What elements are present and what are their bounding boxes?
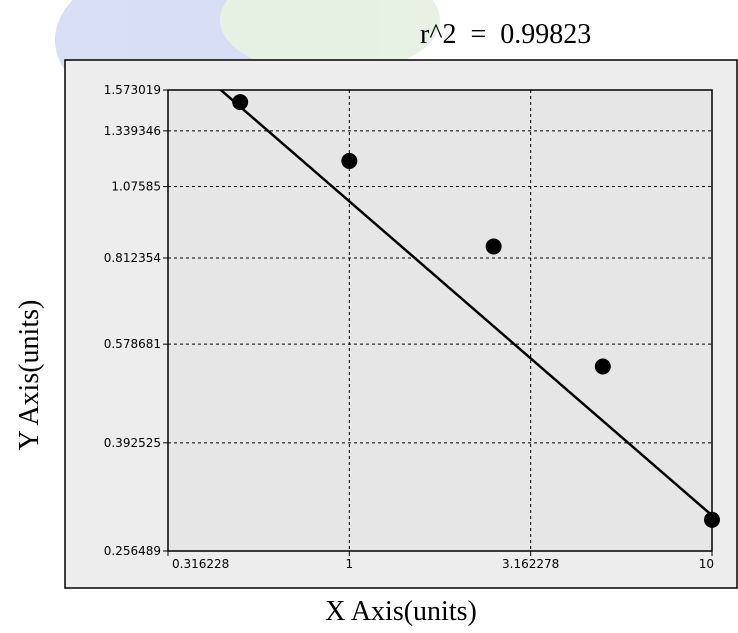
y-tick-labels: 1.573019 1.339346 1.07585 0.812354 0.578681 0… xyxy=(104,83,161,558)
y-tick-label: 1.339346 xyxy=(104,124,161,138)
grid-lines xyxy=(163,89,713,556)
x-axis-title: X Axis(units) xyxy=(325,596,477,627)
x-tick-label: 0.316228 xyxy=(172,557,229,571)
x-tick-label: 3.162278 xyxy=(502,557,559,571)
x-tick-label: 10 xyxy=(699,557,714,571)
y-tick-label: 0.578681 xyxy=(104,337,161,351)
y-tick-label: 1.573019 xyxy=(104,83,161,97)
y-tick-label: 0.812354 xyxy=(104,251,161,265)
plot-area xyxy=(167,89,713,552)
r-squared-annotation: r^2 = 0.99823 xyxy=(420,19,591,50)
data-point xyxy=(232,94,249,111)
y-tick-label: 0.392525 xyxy=(104,436,161,450)
fit-line xyxy=(218,90,712,517)
data-point xyxy=(704,511,720,528)
data-point xyxy=(594,358,611,375)
y-tick-label: 0.256489 xyxy=(104,544,161,558)
x-tick-label: 1 xyxy=(346,557,354,571)
x-tick-labels: 0.316228 1 3.162278 10 xyxy=(172,557,714,571)
data-point xyxy=(485,238,502,255)
y-axis-title: Y Axis(units) xyxy=(14,300,45,451)
fit-line-layer xyxy=(218,90,712,517)
data-points xyxy=(232,94,720,528)
y-tick-label: 1.07585 xyxy=(111,180,161,194)
data-point xyxy=(341,152,358,169)
